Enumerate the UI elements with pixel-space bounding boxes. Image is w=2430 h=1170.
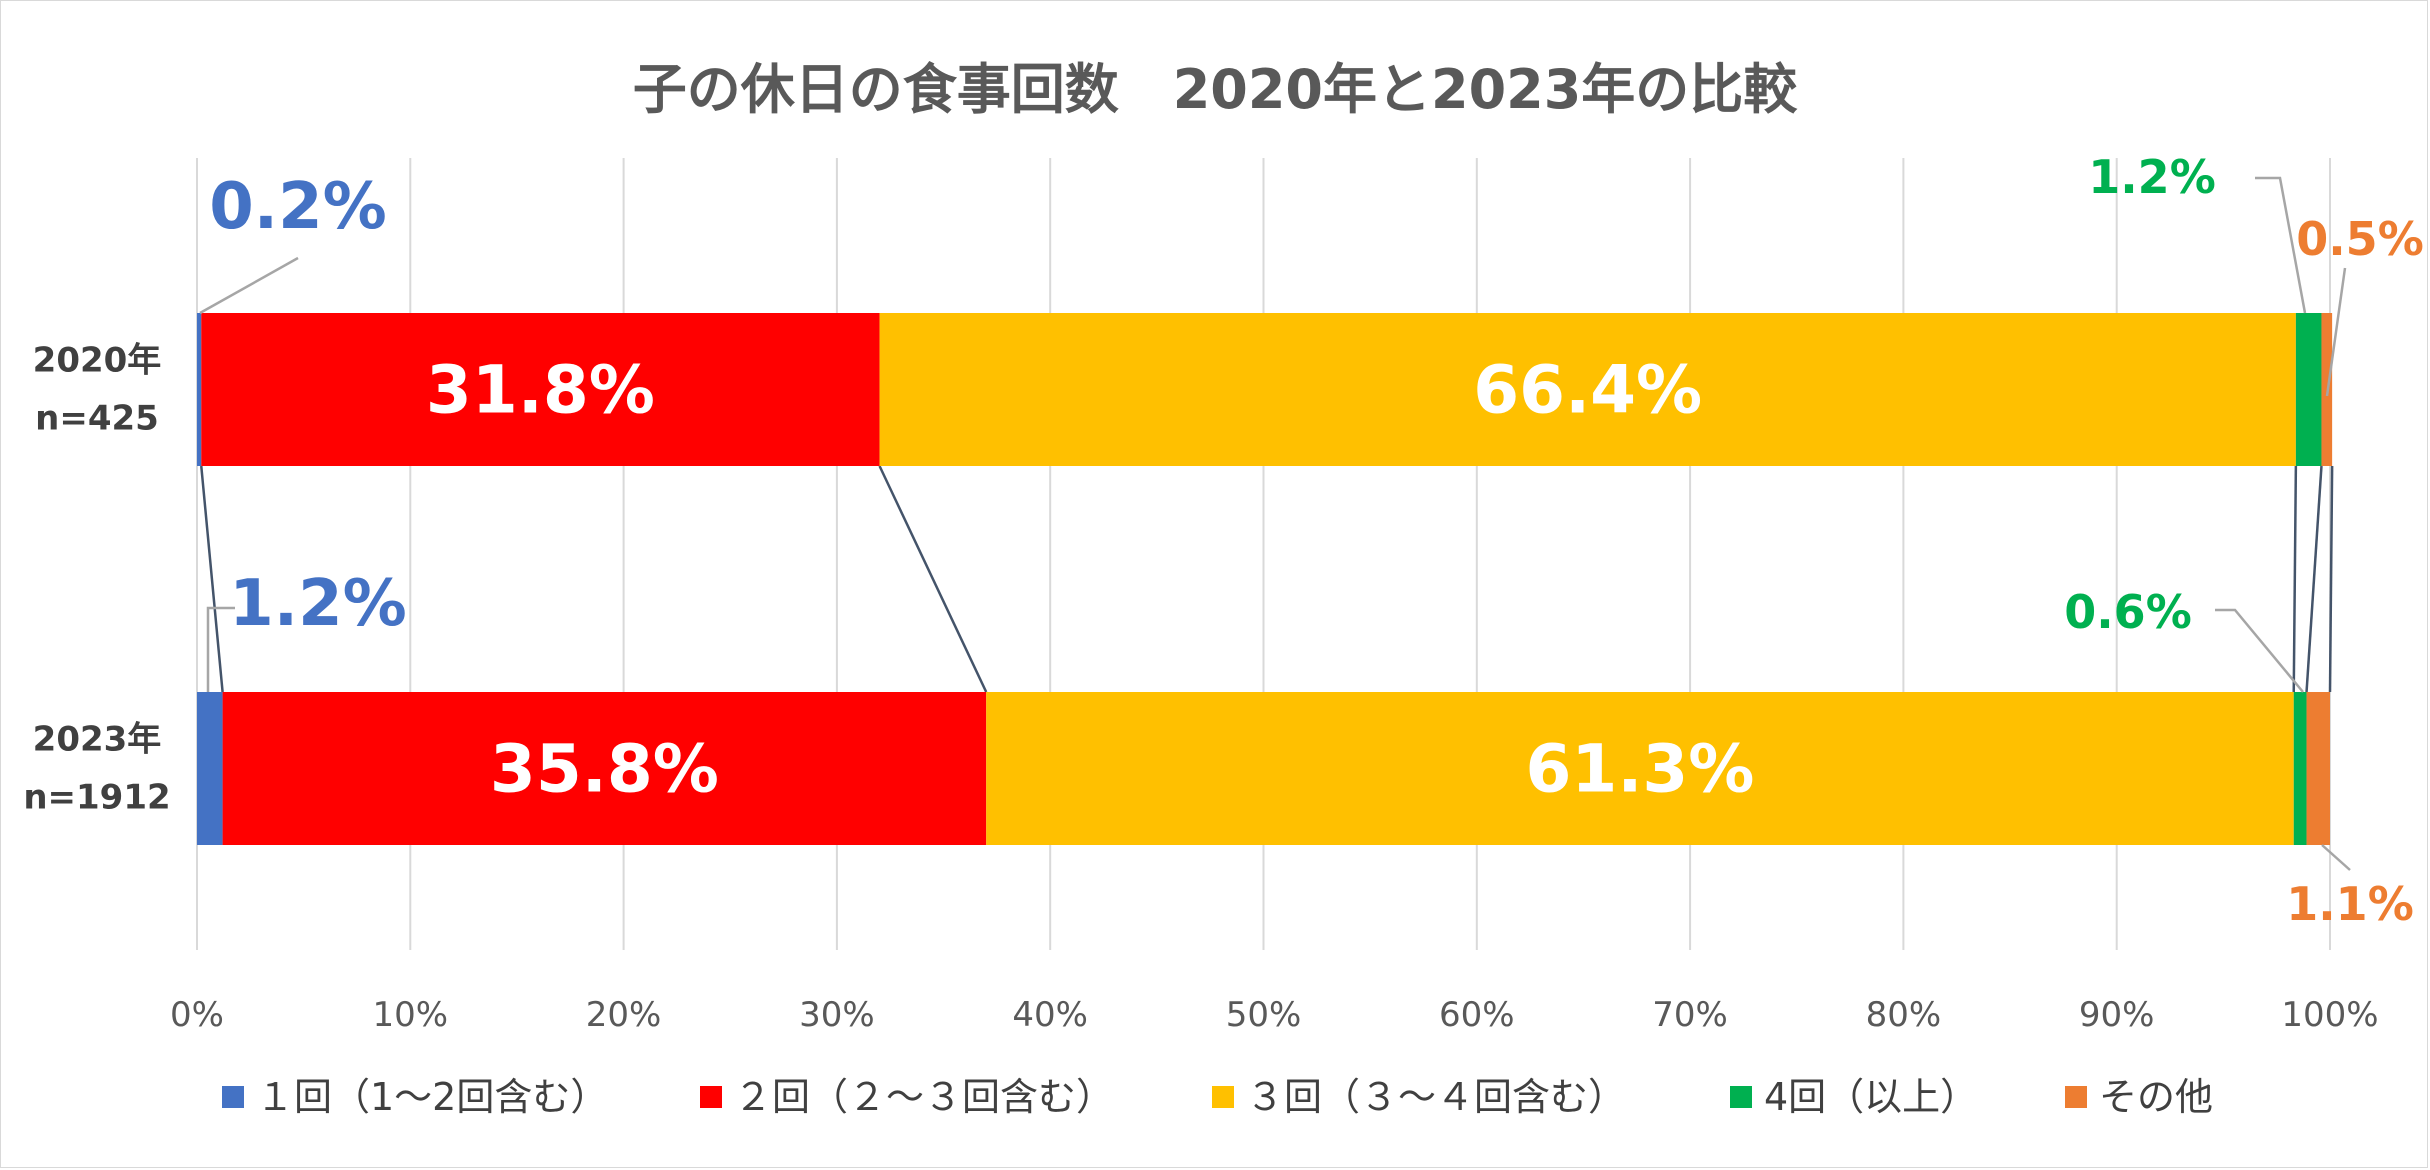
legend: １回（1～2回含む） ２回（２～３回含む） ３回（３～４回含む） 4回（以上） その他 [222, 1075, 2213, 1119]
legend-label: その他 [2099, 1075, 2213, 1119]
data-label: 0.2% [209, 170, 387, 244]
leader-line [2255, 176, 2307, 314]
x-tick-label: 20% [586, 995, 662, 1035]
data-label: 1.2% [229, 567, 407, 641]
series-line [2292, 465, 2298, 693]
data-label: 0.6% [2064, 585, 2192, 639]
legend-swatch [222, 1086, 244, 1108]
data-label: 31.8% [426, 352, 655, 429]
chart-title: 子の休日の食事回数 2020年と2023年の比較 [633, 58, 1799, 121]
x-tick-label: 70% [1652, 995, 1728, 1035]
data-label: 61.3% [1525, 731, 1754, 808]
category-year-label: 2020年 [33, 341, 162, 381]
series-line [2305, 465, 2323, 693]
x-tick-label: 60% [1439, 995, 1515, 1035]
bar-segment [2306, 692, 2330, 845]
x-tick-label: 10% [373, 995, 449, 1035]
legend-label: 4回（以上） [1764, 1075, 1978, 1119]
legend-label: １回（1～2回含む） [256, 1075, 608, 1119]
x-tick-label: 80% [1866, 995, 1942, 1035]
x-axis-ticks: 0% 10% 20% 30% 40% 50% 60% 70% 80% 90% 100% [170, 995, 2379, 1035]
series-lines [200, 465, 2334, 693]
bar-segment [2295, 313, 2322, 466]
legend-swatch [700, 1086, 722, 1108]
leader-line [199, 256, 299, 315]
x-tick-label: 50% [1226, 995, 1302, 1035]
data-label: 35.8% [490, 731, 719, 808]
category-n-label: n=1912 [23, 778, 170, 818]
leader-line [206, 606, 235, 692]
data-label: 1.1% [2286, 877, 2414, 931]
bar-segment [986, 692, 2294, 845]
x-tick-label: 40% [1012, 995, 1088, 1035]
legend-swatch [1212, 1086, 1234, 1108]
series-line [878, 465, 988, 693]
bar-segment [2293, 692, 2307, 845]
x-tick-label: 0% [170, 995, 224, 1035]
category-year-label: 2023年 [33, 720, 162, 760]
leader-line [2215, 608, 2304, 693]
legend-swatch [1730, 1086, 1752, 1108]
x-tick-label: 100% [2281, 995, 2378, 1035]
category-n-label: n=425 [35, 399, 159, 439]
data-label: 66.4% [1473, 352, 1702, 429]
x-tick-label: 30% [799, 995, 875, 1035]
data-labels: 31.8% 66.4% 35.8% 61.3% 0.2% 1.2% 1.2% 0.5% 0.6%… [209, 150, 2424, 931]
legend-label: ３回（３～４回含む） [1246, 1075, 1626, 1119]
bar-segment [222, 692, 987, 845]
bar-segment [879, 313, 2296, 466]
bar-segment [197, 313, 202, 466]
leader-lines [199, 176, 2351, 871]
series-line [2328, 465, 2334, 693]
legend-swatch [2065, 1086, 2087, 1108]
data-label: 0.5% [2296, 212, 2424, 266]
leader-line [2325, 267, 2347, 397]
leader-line [2321, 844, 2351, 871]
series-line [200, 465, 224, 693]
category-labels: 2020年 n=425 2023年 n=1912 [23, 341, 170, 818]
x-tick-label: 90% [2079, 995, 2155, 1035]
bar-segment [197, 692, 223, 845]
data-label: 1.2% [2088, 150, 2216, 204]
legend-label: ２回（２～３回含む） [734, 1075, 1114, 1119]
bar-segment [201, 313, 880, 466]
